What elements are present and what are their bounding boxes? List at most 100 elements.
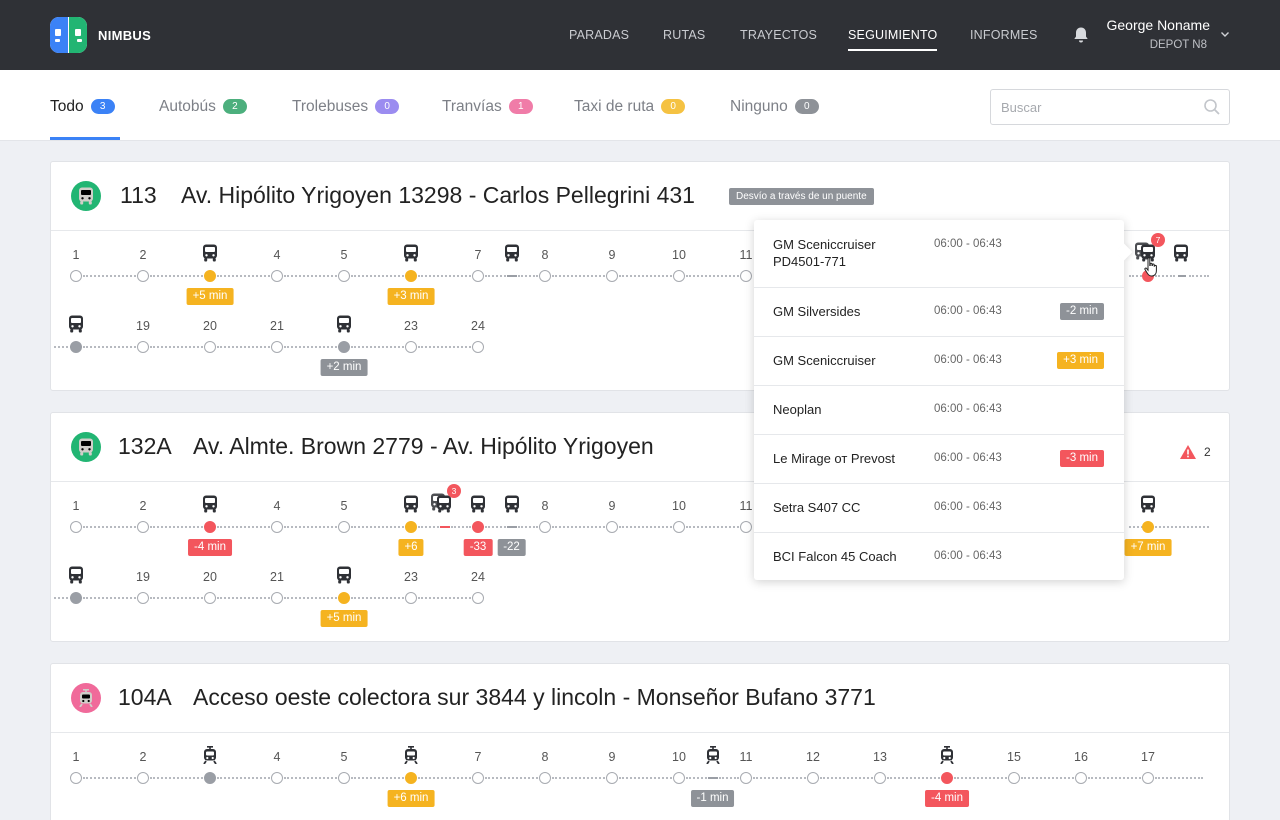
bus-icon[interactable] [1173, 244, 1189, 262]
stop-marker[interactable] [70, 772, 82, 784]
stop-marker[interactable] [338, 772, 350, 784]
bus-icon[interactable] [403, 495, 419, 513]
stop-marker[interactable] [137, 270, 149, 282]
bus-icon[interactable] [1140, 495, 1156, 513]
tram-icon[interactable] [939, 746, 955, 764]
stop-marker[interactable] [740, 270, 752, 282]
stop-marker[interactable] [204, 270, 216, 282]
bus-icon[interactable] [202, 244, 218, 262]
bus-icon[interactable] [202, 495, 218, 513]
stop-marker[interactable] [405, 772, 417, 784]
stop-marker[interactable] [338, 592, 350, 604]
stop-marker[interactable] [137, 521, 149, 533]
search-icon[interactable] [1203, 98, 1221, 116]
stop-marker[interactable] [1075, 772, 1087, 784]
bus-icon[interactable] [68, 315, 84, 333]
stop-marker[interactable] [472, 270, 484, 282]
nav-rutas[interactable]: RUTAS [663, 28, 706, 42]
popover-vehicle-row[interactable]: GM Sceniccruiser 06:00 - 06:43 +3 min [754, 337, 1124, 386]
nav-informes[interactable]: INFORMES [970, 28, 1038, 42]
stop-marker[interactable] [137, 341, 149, 353]
tab-trolebuses[interactable]: Trolebuses 0 [292, 98, 400, 116]
tram-icon[interactable] [705, 746, 721, 764]
nimbus-logo-icon[interactable] [50, 17, 87, 53]
bus-icon[interactable] [470, 495, 486, 513]
stop-marker[interactable] [472, 341, 484, 353]
tram-icon[interactable] [202, 746, 218, 764]
stop-marker[interactable] [472, 592, 484, 604]
stop-marker[interactable] [673, 521, 685, 533]
stop-marker[interactable] [137, 592, 149, 604]
tab-ninguno[interactable]: Ninguno 0 [730, 98, 819, 116]
tab-todo[interactable]: Todo 3 [50, 98, 115, 116]
stop-marker[interactable] [70, 270, 82, 282]
chevron-down-icon[interactable] [1220, 30, 1230, 38]
tab-autobus[interactable]: Autobús 2 [159, 98, 247, 116]
bus-group-icon[interactable] [436, 495, 452, 513]
stop-marker[interactable] [606, 521, 618, 533]
stop-marker[interactable] [1142, 772, 1154, 784]
stop-marker[interactable] [472, 772, 484, 784]
nav-paradas[interactable]: PARADAS [569, 28, 630, 42]
bus-icon[interactable] [504, 244, 520, 262]
stop-marker[interactable] [70, 341, 82, 353]
tab-taxi-de-ruta[interactable]: Taxi de ruta 0 [574, 98, 686, 116]
stop-marker[interactable] [405, 270, 417, 282]
popover-vehicle-row[interactable]: GM Silversides 06:00 - 06:43 -2 min [754, 288, 1124, 337]
stop-marker[interactable] [606, 772, 618, 784]
stop-marker[interactable] [405, 592, 417, 604]
nav-seguimiento[interactable]: SEGUIMIENTO [848, 28, 938, 51]
stop-marker[interactable] [338, 270, 350, 282]
stop-marker[interactable] [271, 341, 283, 353]
stop-marker[interactable] [1008, 772, 1020, 784]
bus-icon[interactable] [68, 566, 84, 584]
tab-tranvias[interactable]: Tranvías 1 [442, 98, 533, 116]
warning-icon[interactable] [1179, 444, 1197, 460]
stop-marker[interactable] [271, 592, 283, 604]
bus-icon[interactable] [403, 244, 419, 262]
stop-marker[interactable] [405, 341, 417, 353]
popover-vehicle-row[interactable]: Le Mirage от Prevost 06:00 - 06:43 -3 mi… [754, 435, 1124, 484]
stop-marker[interactable] [204, 521, 216, 533]
stop-marker[interactable] [740, 521, 752, 533]
stop-number: 8 [541, 499, 549, 513]
stop-marker[interactable] [204, 341, 216, 353]
popover-vehicle-row[interactable]: GM Sceniccruiser PD4501-771 06:00 - 06:4… [754, 220, 1124, 288]
stop-marker[interactable] [874, 772, 886, 784]
stop-marker[interactable] [539, 270, 551, 282]
stop-marker[interactable] [137, 772, 149, 784]
bus-icon[interactable] [504, 495, 520, 513]
popover-vehicle-row[interactable]: BCI Falcon 45 Coach 06:00 - 06:43 [754, 533, 1124, 580]
stop-number: 11 [739, 499, 753, 513]
search-input[interactable] [990, 89, 1230, 125]
bus-icon[interactable] [336, 566, 352, 584]
stop-marker[interactable] [1142, 521, 1154, 533]
stop-marker[interactable] [472, 521, 484, 533]
stop-marker[interactable] [673, 270, 685, 282]
nav-trayectos[interactable]: TRAYECTOS [740, 28, 818, 42]
stop-marker[interactable] [405, 521, 417, 533]
stop-marker[interactable] [70, 592, 82, 604]
user-name[interactable]: George Noname [1106, 17, 1210, 33]
stop-marker[interactable] [539, 772, 551, 784]
stop-marker[interactable] [941, 772, 953, 784]
stop-marker[interactable] [338, 521, 350, 533]
stop-marker[interactable] [539, 521, 551, 533]
stop-marker[interactable] [673, 772, 685, 784]
stop-marker[interactable] [740, 772, 752, 784]
stop-marker[interactable] [70, 521, 82, 533]
stop-marker[interactable] [271, 521, 283, 533]
stop-marker[interactable] [606, 270, 618, 282]
tram-icon[interactable] [403, 746, 419, 764]
stop-marker[interactable] [204, 592, 216, 604]
bus-icon[interactable] [336, 315, 352, 333]
stop-marker[interactable] [807, 772, 819, 784]
stop-marker[interactable] [204, 772, 216, 784]
notification-bell-icon[interactable] [1072, 26, 1090, 44]
stop-number: 4 [273, 248, 281, 262]
popover-vehicle-row[interactable]: Neoplan 06:00 - 06:43 [754, 386, 1124, 435]
stop-marker[interactable] [338, 341, 350, 353]
stop-marker[interactable] [271, 772, 283, 784]
stop-marker[interactable] [271, 270, 283, 282]
popover-vehicle-row[interactable]: Setra S407 CC 06:00 - 06:43 [754, 484, 1124, 533]
